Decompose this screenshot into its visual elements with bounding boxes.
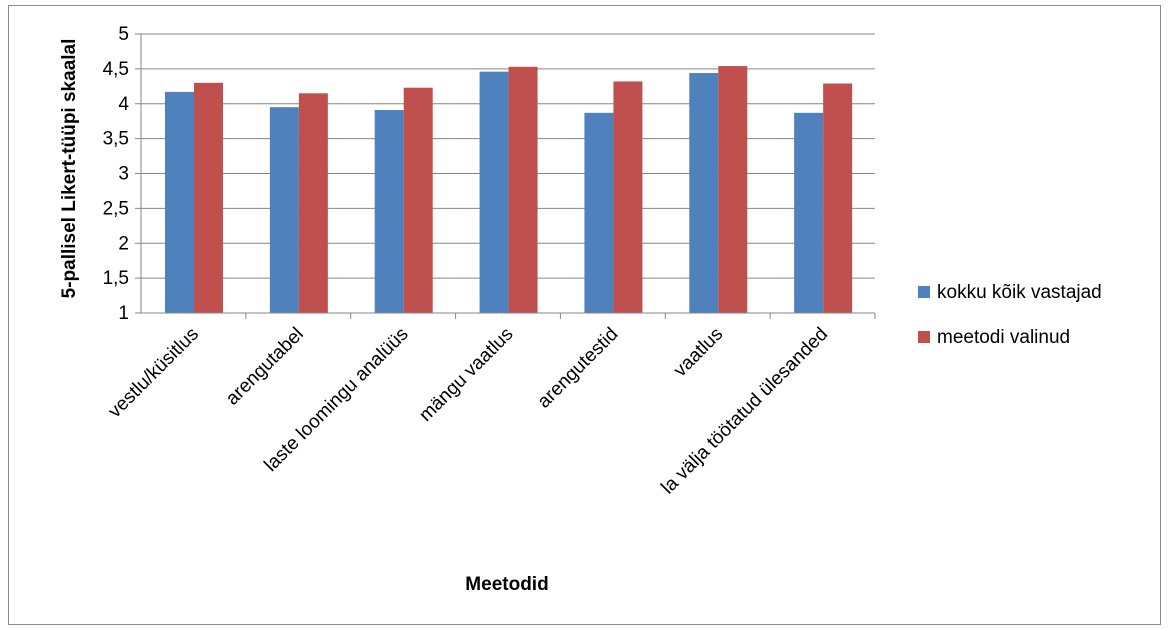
bar-kokku-0 (165, 91, 194, 313)
x-category-label: la välja töötatud ülesanded (657, 324, 832, 499)
y-tick-label: 5 (118, 24, 129, 45)
x-category-label: vestlu/küsitlus (104, 324, 202, 422)
legend-swatch (918, 286, 930, 298)
x-category-label: arengutabel (222, 324, 308, 410)
bar-kokku-5 (689, 73, 719, 313)
legend-label: kokku kõik vastajad (937, 282, 1102, 303)
y-axis-title: 5-pallisel Likert-tüüpi skaalal (59, 39, 80, 299)
x-category-label: mängu vaatlus (415, 324, 517, 426)
x-category-label: arengutestid (534, 324, 623, 413)
y-tick-label: 2 (118, 233, 129, 254)
y-tick-label: 2,5 (103, 198, 129, 219)
x-category-label: vaatlus (670, 324, 727, 381)
legend-label: meetodi valinud (937, 327, 1070, 348)
bar-meetodi-6 (823, 83, 853, 314)
bar-kokku-4 (584, 112, 614, 313)
y-tick-label: 1 (118, 303, 129, 324)
bars (165, 66, 853, 314)
bar-meetodi-3 (508, 66, 538, 313)
bar-meetodi-1 (298, 93, 328, 313)
y-tick-label: 3,5 (103, 129, 129, 150)
bar-kokku-1 (269, 107, 299, 313)
axes (135, 33, 876, 319)
legend: kokku kõik vastajad meetodi valinud (918, 282, 1102, 348)
y-tick-label: 4 (118, 94, 129, 115)
bar-kokku-2 (374, 110, 404, 313)
y-tick-label: 3 (118, 164, 129, 185)
x-axis-title: Meetodid (465, 574, 548, 595)
bar-kokku-3 (479, 71, 509, 313)
bar-meetodi-4 (613, 81, 643, 314)
bar-kokku-6 (794, 112, 824, 313)
legend-swatch (918, 331, 930, 343)
bar-meetodi-5 (718, 66, 748, 314)
y-tick-label: 4,5 (103, 59, 129, 80)
bar-meetodi-2 (403, 87, 433, 314)
bar-meetodi-0 (194, 82, 223, 313)
y-tick-label: 1,5 (103, 268, 129, 289)
